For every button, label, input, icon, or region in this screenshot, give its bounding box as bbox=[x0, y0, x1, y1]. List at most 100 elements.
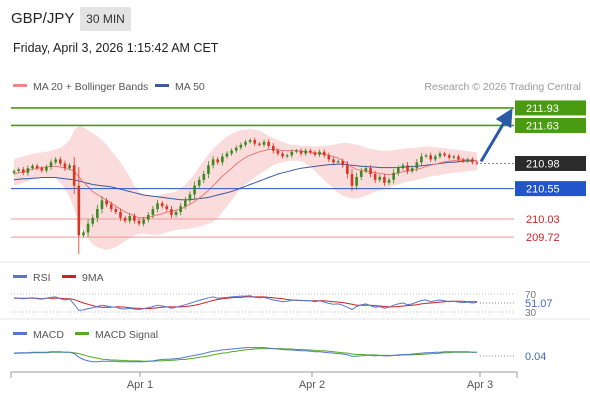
candle-body bbox=[396, 168, 400, 173]
last-price-label: 210.98 bbox=[526, 158, 560, 170]
candle-body bbox=[332, 159, 335, 163]
candle-body bbox=[369, 168, 372, 174]
support-1-label: 210.03 bbox=[526, 214, 560, 226]
macd-panel: MACD MACD Signal 0.04 bbox=[13, 329, 546, 363]
candle-body bbox=[114, 209, 118, 212]
candle-body bbox=[123, 217, 127, 221]
target-arrow bbox=[479, 108, 513, 163]
candle-body bbox=[387, 179, 391, 183]
pivot-label-bg bbox=[515, 181, 586, 197]
candle-body bbox=[406, 165, 409, 172]
candle-body bbox=[244, 141, 247, 145]
candle-body bbox=[373, 174, 377, 180]
candle-body bbox=[193, 185, 196, 195]
candle-body bbox=[271, 145, 275, 151]
x-label-apr3: Apr 3 bbox=[467, 379, 493, 391]
main-legend: MA 20 + Bollinger Bands MA 50 Research ©… bbox=[13, 81, 581, 93]
candle-body bbox=[221, 156, 224, 163]
candle-body bbox=[59, 159, 62, 164]
ma20-line bbox=[13, 148, 478, 219]
candle-body bbox=[109, 204, 113, 210]
candle-body bbox=[452, 156, 456, 158]
candle-body bbox=[137, 220, 141, 224]
candle-body bbox=[156, 203, 159, 210]
candle-body bbox=[54, 159, 57, 163]
candle-body bbox=[119, 212, 122, 218]
candle-body bbox=[49, 162, 53, 167]
candle-body bbox=[202, 174, 206, 180]
candle-body bbox=[262, 141, 266, 145]
candle-body bbox=[45, 166, 48, 171]
candle-body bbox=[225, 153, 229, 157]
candle-body bbox=[359, 171, 363, 177]
candle-body bbox=[170, 209, 173, 215]
candle-body bbox=[12, 171, 16, 173]
macd-line bbox=[13, 347, 477, 363]
resistance-1-label: 211.63 bbox=[526, 120, 559, 132]
candle-body bbox=[82, 232, 85, 236]
macd-legend-swatch bbox=[13, 332, 27, 335]
candle-body bbox=[299, 150, 303, 154]
candle-body bbox=[290, 151, 294, 156]
candle-body bbox=[276, 150, 280, 154]
candle-body bbox=[184, 200, 187, 207]
candlestick-series bbox=[12, 137, 479, 254]
candle-body bbox=[304, 150, 307, 154]
macd-legend-label: MACD bbox=[33, 329, 64, 341]
x-axis: Apr 1 Apr 2 Apr 3 bbox=[10, 371, 518, 391]
resistance-1-label-bg bbox=[515, 117, 586, 133]
rsi-legend-swatch bbox=[13, 275, 27, 278]
candle-body bbox=[91, 217, 95, 224]
candle-body bbox=[438, 153, 442, 157]
candle-body bbox=[383, 176, 386, 183]
candle-body bbox=[142, 219, 145, 224]
candle-body bbox=[471, 159, 474, 163]
candle-body bbox=[318, 151, 321, 155]
candle-body bbox=[146, 214, 150, 220]
candle-body bbox=[207, 165, 210, 174]
candle-body bbox=[72, 165, 76, 186]
candle-body bbox=[96, 209, 99, 218]
resistance-2-label-bg bbox=[515, 100, 586, 116]
ma50-legend-label: MA 50 bbox=[175, 81, 205, 93]
support-2-label: 209.72 bbox=[526, 232, 560, 244]
candle-body bbox=[211, 159, 215, 166]
candle-body bbox=[313, 152, 317, 155]
candle-body bbox=[392, 172, 395, 180]
candle-body bbox=[40, 168, 44, 171]
level-labels: 211.93 211.63 210.98 210.55 210.03 209.7… bbox=[515, 100, 586, 244]
candle-body bbox=[165, 206, 169, 210]
candle-body bbox=[258, 143, 261, 145]
candle-body bbox=[309, 150, 312, 153]
ma50-legend-swatch bbox=[155, 84, 169, 87]
rsi-value-label: 51.07 bbox=[525, 298, 553, 310]
candle-body bbox=[100, 200, 104, 210]
rsi-panel: RSI 9MA 70 30 51.07 bbox=[11, 272, 553, 319]
candle-body bbox=[17, 169, 20, 172]
candle-body bbox=[378, 176, 382, 180]
candle-body bbox=[151, 209, 155, 215]
rsi-legend-label: RSI bbox=[33, 272, 51, 284]
candle-body bbox=[253, 140, 257, 144]
candle-body bbox=[341, 161, 345, 166]
candle-body bbox=[105, 200, 108, 205]
candle-body bbox=[230, 150, 233, 154]
candle-body bbox=[128, 216, 132, 221]
candle-body bbox=[21, 169, 25, 173]
ma20-legend-swatch bbox=[13, 84, 27, 87]
candle-body bbox=[327, 155, 331, 160]
candle-body bbox=[86, 223, 90, 233]
x-label-apr2: Apr 2 bbox=[299, 379, 325, 391]
candle-body bbox=[447, 155, 451, 158]
rsi-ma-legend-label: 9MA bbox=[82, 272, 104, 284]
rsi-line bbox=[13, 295, 478, 311]
candle-body bbox=[424, 155, 428, 157]
candle-body bbox=[295, 150, 298, 152]
candle-body bbox=[285, 155, 289, 157]
candle-body bbox=[26, 168, 30, 173]
candle-body bbox=[466, 159, 470, 162]
candle-body bbox=[434, 156, 437, 160]
timeframe-badge[interactable]: 30 MIN bbox=[80, 7, 131, 31]
ma50-line bbox=[13, 160, 477, 201]
